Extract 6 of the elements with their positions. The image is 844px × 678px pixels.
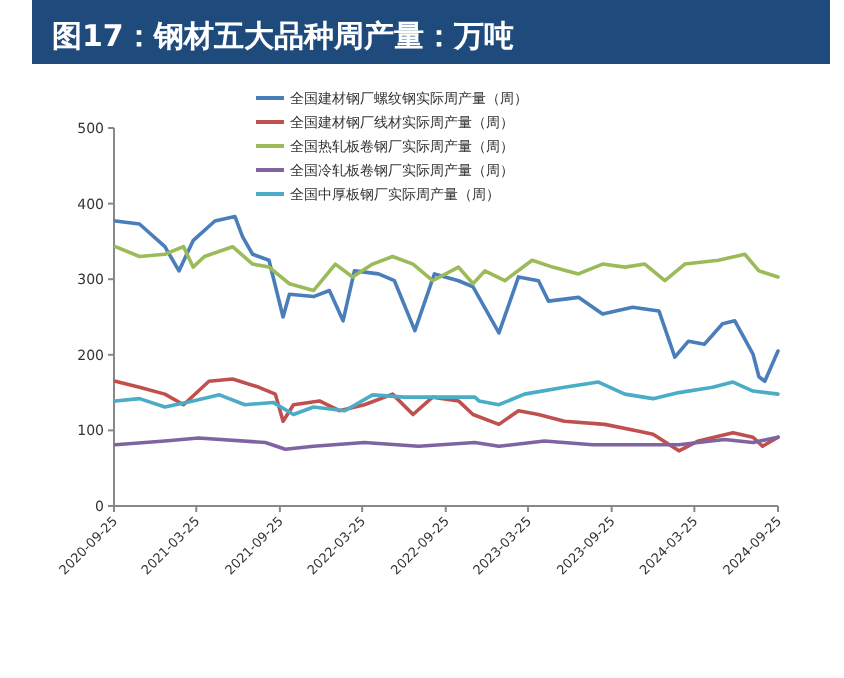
line-series [113, 244, 780, 293]
line-series [113, 377, 780, 453]
line-series [113, 380, 780, 417]
line-series [113, 214, 780, 384]
line-series [113, 435, 780, 452]
chart-title: 图17：钢材五大品种周产量：万吨 [52, 18, 514, 54]
